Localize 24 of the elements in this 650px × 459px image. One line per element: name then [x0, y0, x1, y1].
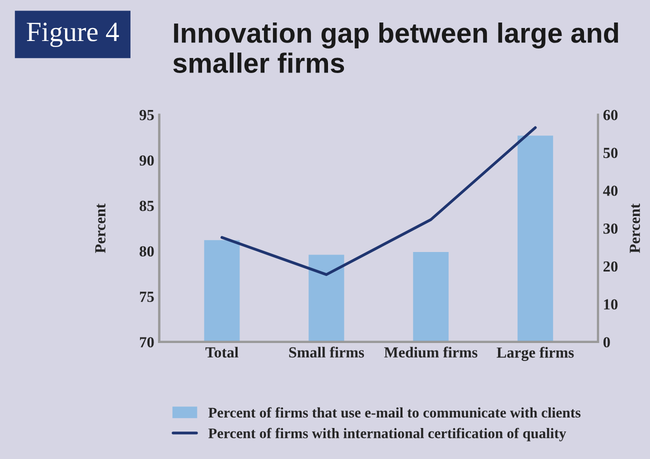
y-tick-label: 95 — [140, 110, 154, 120]
x-tick-label: Small firms — [289, 346, 364, 358]
x-tick-label: Total — [205, 346, 238, 358]
y2-tick-label: 40 — [603, 186, 618, 196]
line-series — [220, 126, 537, 276]
y2-tick-label: 20 — [604, 261, 618, 272]
y-tick-label: 90 — [140, 155, 154, 166]
y-tick-label: 75 — [140, 292, 154, 302]
x-tick-label: Large firms — [496, 346, 574, 361]
caption: Figure 4 — [26, 22, 119, 48]
y-tick-label: 70 — [140, 337, 154, 348]
y-axis-title: Percent — [95, 204, 106, 253]
chart-title: Innovation gap between large and smaller firms — [173, 22, 618, 73]
y2-tick-label: 60 — [603, 110, 618, 120]
y2-tick-label: 30 — [603, 223, 618, 234]
y2-tick-label: 0 — [603, 337, 610, 348]
y-tick-label: 80 — [140, 246, 154, 257]
y2-tick-label: 10 — [604, 299, 618, 310]
x-tick-label: Medium firms — [384, 346, 478, 358]
y2-axis-title: Percent — [630, 204, 640, 253]
legend-label: Percent of firms that use e-mail to communicate with clients — [208, 407, 581, 418]
y2-tick-label: 50 — [603, 148, 618, 158]
legend-label: Percent of firms with international certification of quality — [208, 428, 566, 442]
y-tick-label: 85 — [140, 200, 154, 212]
